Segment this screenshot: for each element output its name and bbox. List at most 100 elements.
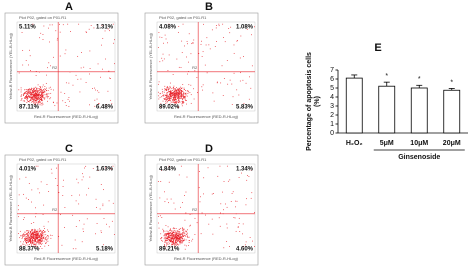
event-dot [29,230,31,232]
event-dot [237,227,239,228]
event-dot [173,235,175,237]
event-dot [187,73,188,75]
event-dot [25,241,26,243]
event-dot [235,200,236,202]
event-dot [175,99,177,101]
x-tick-label: H₂O₂ [346,140,363,147]
event-dot [27,241,29,243]
event-dot [34,234,36,236]
event-dot [167,98,169,99]
event-dot [169,240,170,242]
event-dot [53,102,54,104]
event-dot [201,212,203,214]
event-dot [26,98,28,100]
event-dot [64,53,66,55]
event-dot [173,85,175,87]
event-dot [178,239,179,241]
event-dot [245,204,247,206]
event-dot [24,239,26,241]
event-dot [166,198,168,200]
event-dot [34,241,36,243]
event-dot [96,206,97,208]
event-dot [184,97,186,99]
significance-marker: * [450,79,453,86]
event-dot [254,26,255,28]
event-dot [31,245,33,247]
event-dot [28,93,30,95]
event-dot [38,97,39,99]
event-dot [95,198,97,200]
event-dot [33,242,35,244]
event-dot [172,92,174,94]
event-dot [41,95,43,97]
event-dot [17,216,19,218]
event-dot [43,232,44,234]
event-dot [31,94,33,96]
event-dot [23,243,25,245]
event-dot [29,239,30,241]
event-dot [20,245,22,246]
event-dot [46,183,48,185]
event-dot [24,98,26,100]
event-dot [200,196,201,198]
event-dot [171,92,173,94]
event-dot [51,235,53,236]
event-dot [183,231,184,233]
event-dot [32,232,34,233]
event-dot [168,232,170,234]
plot-area [16,163,116,254]
event-dot [170,101,172,103]
event-dot [226,165,228,167]
event-dot [47,229,49,231]
event-dot [31,242,33,243]
event-dot [173,229,175,231]
event-dot [176,90,178,92]
event-dot [171,241,173,243]
event-dot [20,241,22,243]
event-dot [114,63,115,65]
event-dot [246,179,248,181]
event-dot [163,42,164,44]
event-dot [167,239,168,241]
event-dot [159,197,161,199]
event-dot [26,97,28,99]
event-dot [27,232,29,234]
event-dot [42,103,44,105]
event-dot [194,217,196,219]
event-dot [176,236,178,237]
event-dot [170,198,172,200]
event-dot [177,95,179,97]
event-dot [181,52,183,54]
event-dot [179,242,181,243]
event-dot [169,100,171,101]
event-dot [32,98,33,100]
event-dot [169,239,170,241]
event-dot [179,243,181,245]
event-dot [174,237,176,238]
event-dot [31,98,33,99]
quadrant-percent: 4.60% [236,247,254,253]
event-dot [176,92,178,94]
event-dot [104,167,106,169]
event-dot [166,236,168,238]
event-dot [41,99,42,100]
event-dot [172,234,174,235]
event-dot [170,229,172,231]
y-axis-label: Yellow-B Fluorescence (YEL-B-HLog) [8,174,13,241]
event-dot [24,231,26,233]
event-dot [41,86,43,88]
event-dot [44,97,46,99]
event-dot [72,84,74,86]
event-dot [230,201,232,202]
quadrant-percent: 5.83% [236,105,254,111]
event-dot [44,86,46,87]
event-dot [250,87,252,89]
event-dot [206,37,208,39]
event-dot [82,173,83,175]
event-dot [28,64,29,66]
x-tick-label: 5μM [380,140,394,147]
event-dot [175,92,176,94]
event-dot [37,231,38,232]
event-dot [59,31,61,33]
